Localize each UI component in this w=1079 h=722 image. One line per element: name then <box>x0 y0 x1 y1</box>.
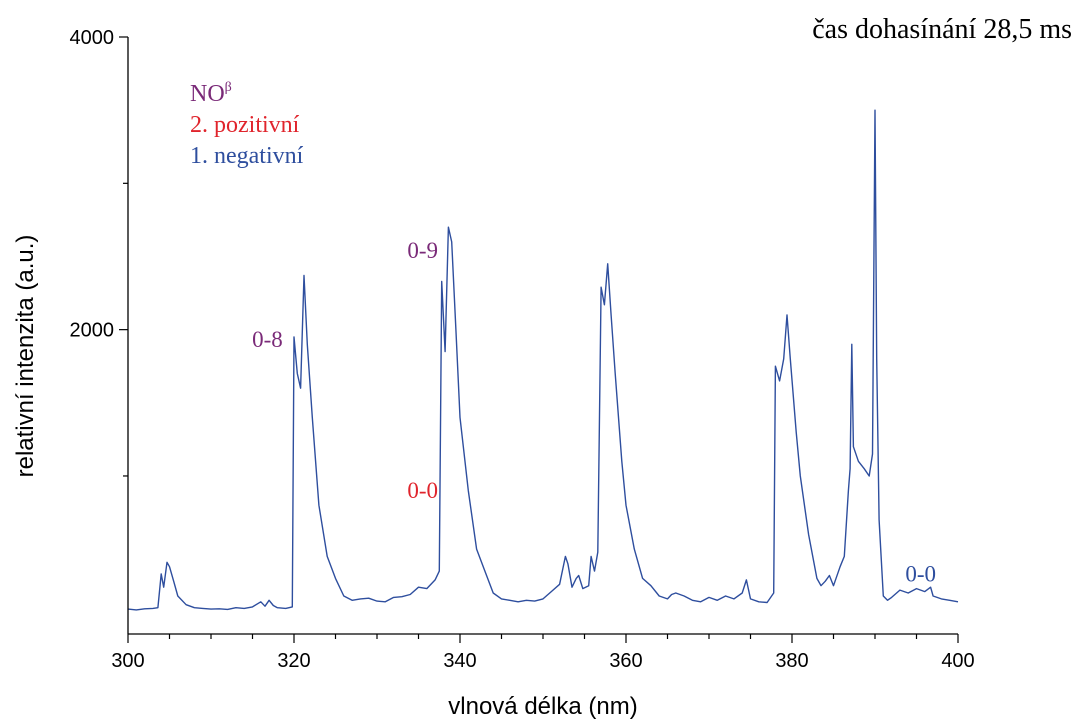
peak-annotation: 0-0 <box>407 478 438 503</box>
spectrum-series-line-1 <box>127 109 959 611</box>
peak-annotation: 0-0 <box>905 561 936 586</box>
x-tick-label: 320 <box>277 650 310 672</box>
chart-title: čas dohasínání 28,5 ms <box>812 14 1072 45</box>
chart-labels: čas dohasínání 28,5 ms vlnová délka (nm)… <box>12 14 1072 720</box>
legend-superscript: β <box>225 80 232 95</box>
legend-entry: 2. pozitivní <box>190 112 300 138</box>
y-axis-label: relativní intenzita (a.u.) <box>12 235 39 478</box>
y-tick-label: 4000 <box>70 27 115 49</box>
legend-entry: NOβ <box>190 80 232 107</box>
x-tick-label: 340 <box>443 650 476 672</box>
y-tick-label: 2000 <box>70 320 115 342</box>
legend-entry: 1. negativní <box>190 143 304 169</box>
peak-annotation: 0-8 <box>252 327 283 352</box>
x-tick-label: 380 <box>775 650 808 672</box>
x-tick-label: 400 <box>941 650 974 672</box>
plot-area <box>127 109 959 611</box>
annotations: 0-8 0-9 0-0 0-0 <box>252 238 936 586</box>
x-axis-label: vlnová délka (nm) <box>448 693 637 720</box>
x-tick-label: 360 <box>609 650 642 672</box>
x-tick-label: 300 <box>111 650 144 672</box>
axes: 300 320 340 360 380 400 2000 4000 <box>70 27 975 672</box>
peak-annotation: 0-9 <box>407 238 438 263</box>
legend: NOβ 2. pozitivní 1. negativní <box>190 80 304 169</box>
